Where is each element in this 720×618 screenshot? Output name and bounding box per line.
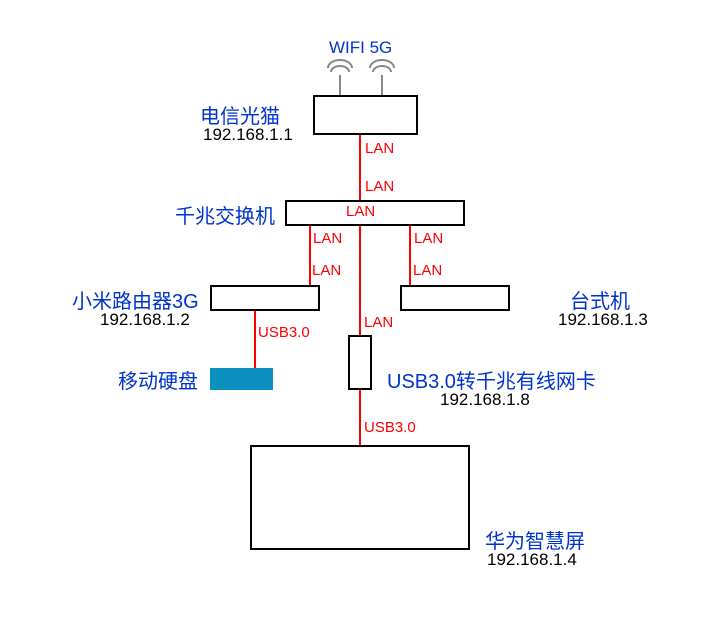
modem-box (313, 95, 418, 135)
link-lan-1: LAN (365, 140, 394, 157)
wifi-label: WIFI 5G (329, 38, 392, 58)
router-box (210, 285, 320, 311)
link-lan-2: LAN (365, 178, 394, 195)
pc-box (400, 285, 510, 311)
hdd-box (210, 368, 273, 390)
link-usb-hdd: USB3.0 (258, 324, 310, 341)
nic-box (348, 335, 372, 390)
tv-ip: 192.168.1.4 (487, 550, 577, 570)
hdd-name: 移动硬盘 (118, 365, 198, 394)
link-lan-right-bot: LAN (413, 262, 442, 279)
link-lan-switch: LAN (346, 203, 375, 220)
pc-ip: 192.168.1.3 (558, 310, 648, 330)
link-lan-center: LAN (364, 314, 393, 331)
tv-box (250, 445, 470, 550)
link-lan-left-bot: LAN (312, 262, 341, 279)
router-ip: 192.168.1.2 (100, 310, 190, 330)
modem-ip: 192.168.1.1 (203, 125, 293, 145)
nic-ip: 192.168.1.8 (440, 390, 530, 410)
switch-name: 千兆交换机 (175, 200, 275, 229)
link-usb-tv: USB3.0 (364, 419, 416, 436)
link-lan-right-top: LAN (414, 230, 443, 247)
link-lan-left-top: LAN (313, 230, 342, 247)
network-diagram: 电信光猫 192.168.1.1 WIFI 5G 千兆交换机 小米路由器3G 1… (0, 0, 720, 618)
